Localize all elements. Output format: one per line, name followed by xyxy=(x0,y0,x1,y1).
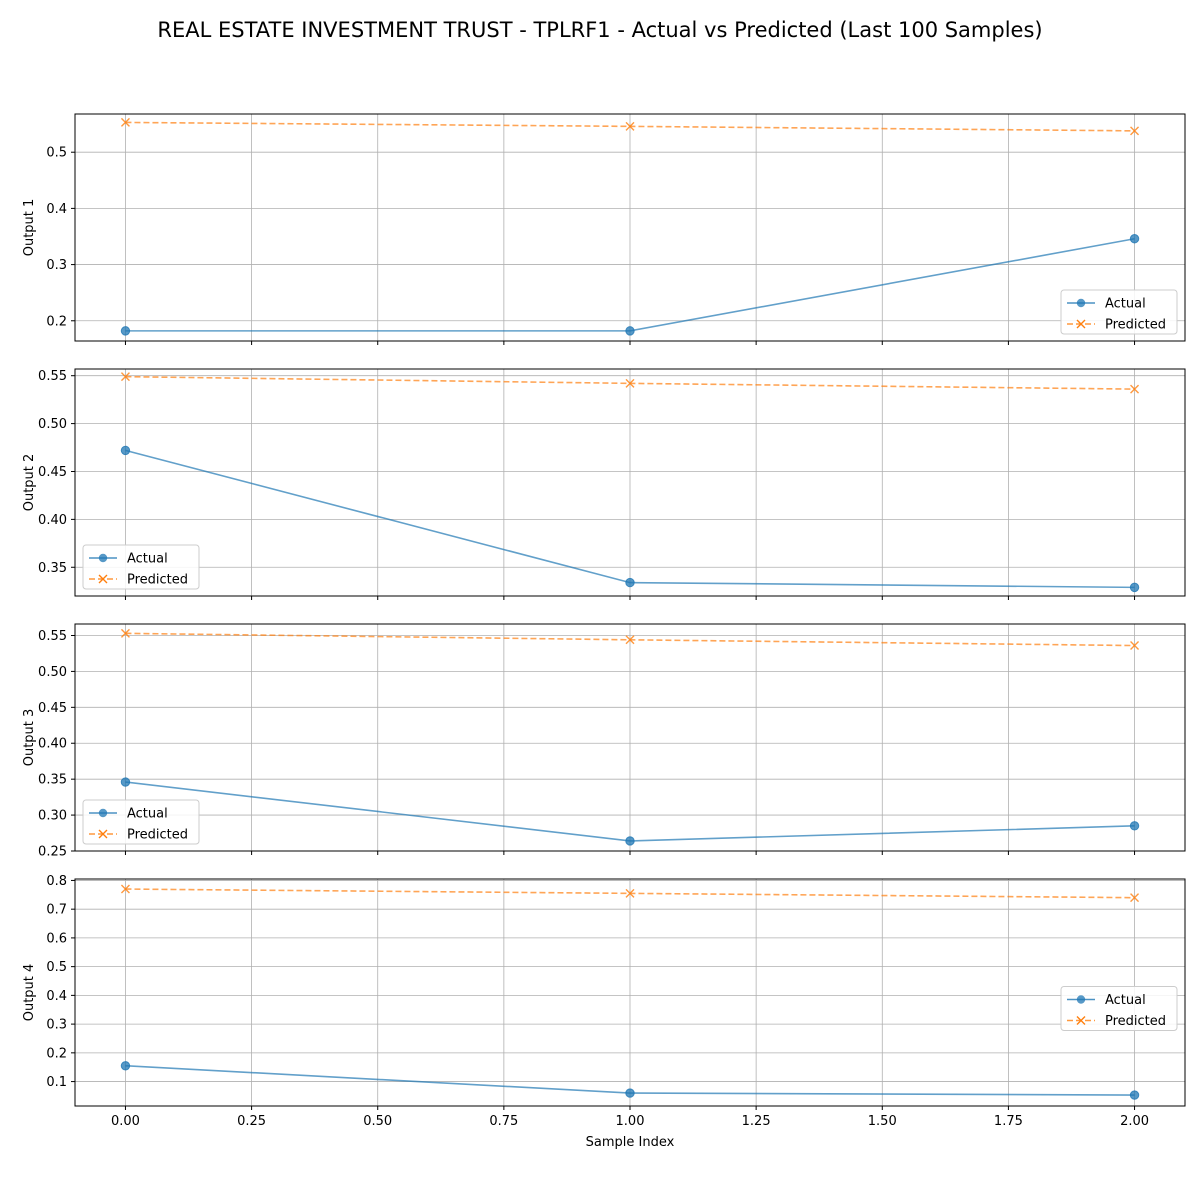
predicted-point xyxy=(120,117,130,127)
x-tick-label: 1.75 xyxy=(994,1114,1023,1129)
legend-label-actual: Actual xyxy=(1105,297,1146,312)
legend-box xyxy=(1060,289,1178,335)
actual-point xyxy=(1129,821,1140,831)
y-tick-label: 0.7 xyxy=(46,903,67,918)
actual-point xyxy=(1129,582,1140,593)
legend-marker-predicted xyxy=(1076,1016,1086,1025)
legend-label-predicted: Predicted xyxy=(1105,1014,1166,1029)
actual-point xyxy=(120,777,131,787)
predicted-point xyxy=(1130,384,1140,394)
y-tick-label: 0.1 xyxy=(46,1075,67,1090)
legend-label-actual: Actual xyxy=(1105,993,1146,1008)
actual-point xyxy=(625,836,635,846)
predicted-point xyxy=(120,884,130,894)
legend: Actual Predicted xyxy=(82,799,200,845)
legend-label-actual: Actual xyxy=(127,807,168,822)
y-tick-label: 0.50 xyxy=(38,665,67,680)
y-axis-label: Output 1 xyxy=(22,199,37,257)
x-tick-label: 1.50 xyxy=(868,1114,897,1129)
y-tick-label: 0.50 xyxy=(38,417,67,432)
legend: Actual Predicted xyxy=(1060,289,1178,335)
subplot-output-2: 0.35 0.40 0.45 0.50 0.55 Output 2 Actual Predic… xyxy=(22,368,1186,600)
legend-label-predicted: Predicted xyxy=(127,828,188,843)
y-tick-label: 0.30 xyxy=(38,809,67,824)
predicted-point xyxy=(625,378,635,388)
x-tick-label: 1.00 xyxy=(616,1114,645,1129)
legend-marker-predicted xyxy=(1076,319,1086,329)
predicted-point xyxy=(1130,126,1140,136)
predicted-point xyxy=(625,635,635,645)
actual-point xyxy=(120,326,131,336)
predicted-point xyxy=(120,628,130,638)
x-axis-label: Sample Index xyxy=(586,1135,675,1150)
legend-marker-actual xyxy=(1076,995,1086,1004)
legend-label-predicted: Predicted xyxy=(1105,318,1166,333)
y-tick-label: 0.2 xyxy=(46,314,67,329)
x-tick-label: 1.25 xyxy=(742,1114,771,1129)
y-tick-label: 0.8 xyxy=(46,874,67,889)
y-tick-label: 0.45 xyxy=(38,701,67,716)
y-tick-label: 0.6 xyxy=(46,931,67,946)
y-tick-label: 0.45 xyxy=(38,465,67,480)
predicted-point xyxy=(120,372,130,382)
y-axis-label: Output 4 xyxy=(22,964,37,1022)
y-axis-label: Output 3 xyxy=(22,709,37,767)
actual-point xyxy=(625,326,635,336)
legend-marker-predicted xyxy=(98,574,108,584)
y-tick-label: 0.5 xyxy=(46,146,67,161)
subplot-output-1: 0.2 0.3 0.4 0.5 Output 1 Actual Predicted xyxy=(22,113,1186,345)
figure-title: REAL ESTATE INVESTMENT TRUST - TPLRF1 - … xyxy=(157,18,1043,42)
legend-marker-actual xyxy=(98,808,108,818)
actual-point xyxy=(625,1088,635,1098)
y-tick-label: 0.40 xyxy=(38,513,67,528)
y-tick-label: 0.55 xyxy=(38,629,67,644)
legend-box xyxy=(82,799,200,845)
actual-point xyxy=(1129,1090,1140,1100)
legend: Actual Predicted xyxy=(82,544,200,590)
x-tick-label: 0.75 xyxy=(489,1114,518,1129)
x-tick-label: 0.50 xyxy=(363,1114,392,1129)
actual-point xyxy=(120,445,131,456)
y-tick-label: 0.2 xyxy=(46,1046,67,1061)
y-tick-label: 0.3 xyxy=(46,258,67,273)
predicted-point xyxy=(1130,641,1140,651)
subplot-output-3: 0.25 0.30 0.35 0.40 0.45 0.50 0.55 Output 3 Actu… xyxy=(22,623,1186,860)
actual-point xyxy=(120,1061,131,1071)
y-tick-label: 0.5 xyxy=(46,960,67,975)
legend-marker-actual xyxy=(98,553,108,563)
subplot-output-4: 0.00 0.25 0.50 0.75 1.00 1.25 1.50 1.75 2.00 0.1 0… xyxy=(22,874,1186,1150)
actual-point xyxy=(625,577,635,588)
axes-frame xyxy=(74,113,1186,342)
y-tick-label: 0.3 xyxy=(46,1018,67,1033)
legend-label-predicted: Predicted xyxy=(127,573,188,588)
legend: Actual Predicted xyxy=(1060,986,1178,1031)
x-tick-label: 0.00 xyxy=(111,1114,140,1129)
x-tick-label: 0.25 xyxy=(237,1114,266,1129)
legend-marker-predicted xyxy=(98,829,108,839)
predicted-point xyxy=(625,121,635,131)
axes-frame xyxy=(74,878,1186,1107)
x-tick-label: 2.00 xyxy=(1120,1114,1149,1129)
y-tick-label: 0.4 xyxy=(46,989,67,1004)
legend-label-actual: Actual xyxy=(127,552,168,567)
predicted-point xyxy=(625,888,635,898)
predicted-point xyxy=(1130,893,1140,903)
y-axis-label: Output 2 xyxy=(22,454,37,512)
actual-point xyxy=(1129,234,1140,244)
y-tick-label: 0.55 xyxy=(38,369,67,384)
legend-marker-actual xyxy=(1076,298,1086,308)
y-tick-label: 0.35 xyxy=(38,773,67,788)
y-tick-label: 0.35 xyxy=(38,561,67,576)
legend-box xyxy=(1060,986,1178,1031)
y-tick-label: 0.4 xyxy=(46,202,67,217)
y-tick-label: 0.25 xyxy=(38,845,67,860)
legend-box xyxy=(82,544,200,590)
y-tick-label: 0.40 xyxy=(38,737,67,752)
axes-frame xyxy=(74,368,1186,597)
axes-frame xyxy=(74,623,1186,852)
